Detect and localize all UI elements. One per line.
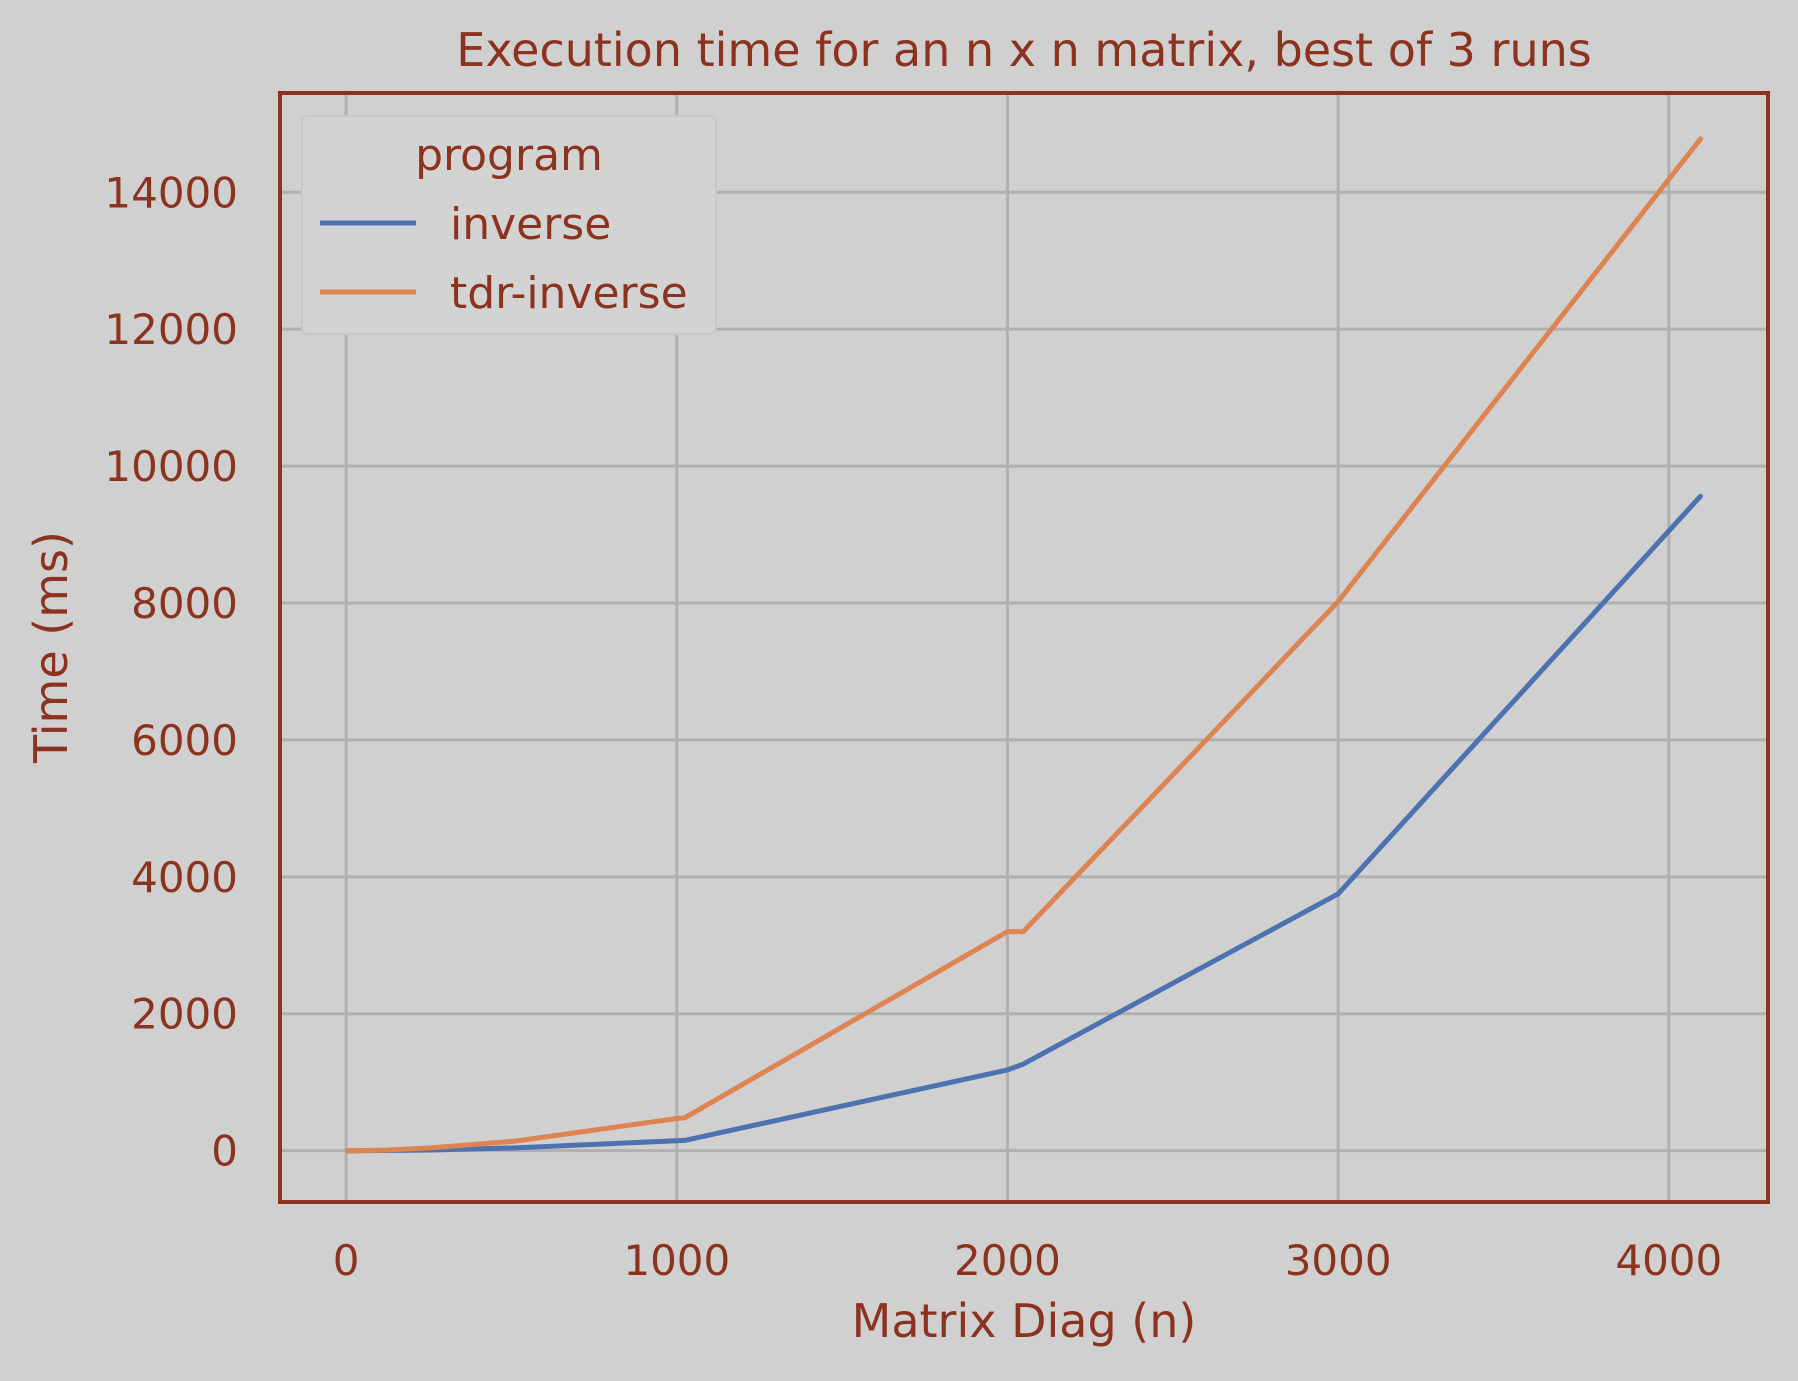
x-tick-label: 1000 [623,1236,730,1285]
y-tick-label: 12000 [104,305,238,354]
legend-box [301,115,717,335]
chart-title: Execution time for an n x n matrix, best… [456,23,1592,77]
y-tick-label: 14000 [104,168,238,217]
series-lines [345,136,1703,1154]
y-tick-label: 2000 [131,990,238,1039]
series-line-tdr-inverse [345,136,1703,1154]
plot-frame [278,91,1770,1204]
y-tick-label: 10000 [104,442,238,491]
x-tick-label: 4000 [1615,1236,1722,1285]
x-axis-label: Matrix Diag (n) [852,1294,1197,1348]
x-tick-label: 0 [333,1236,360,1285]
y-tick-labels: 0 2000 4000 6000 8000 10000 12000 14000 [104,168,238,1175]
y-tick-label: 4000 [131,853,238,902]
legend-title: program [415,130,603,181]
y-tick-label: 6000 [131,716,238,765]
y-tick-label: 8000 [131,579,238,628]
x-tick-labels: 0 1000 2000 3000 4000 [333,1236,1722,1285]
x-tick-label: 3000 [1285,1236,1392,1285]
legend: program inverse tdr-inverse [301,115,717,335]
x-tick-label: 2000 [954,1236,1061,1285]
y-axis-label: Time (ms) [24,531,78,764]
y-tick-label: 0 [211,1127,238,1176]
legend-label-inverse: inverse [450,199,611,250]
legend-label-tdr-inverse: tdr-inverse [450,268,688,319]
